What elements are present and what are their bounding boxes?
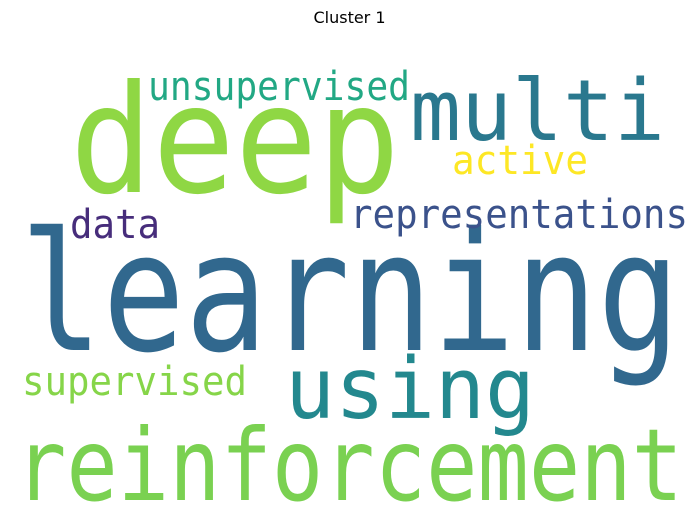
word-unsupervised: unsupervised bbox=[148, 64, 410, 110]
word-multi: multi bbox=[410, 62, 665, 161]
word-deep: deep bbox=[70, 54, 400, 228]
word-active: active bbox=[452, 138, 588, 184]
word-reinforcement: reinforcement bbox=[15, 407, 683, 524]
word-learning: learning bbox=[20, 197, 680, 389]
word-representations: representations bbox=[350, 192, 688, 238]
word-using: using bbox=[285, 340, 535, 439]
chart-title: Cluster 1 bbox=[313, 8, 386, 27]
word-data: data bbox=[70, 202, 160, 248]
word-supervised: supervised bbox=[22, 359, 247, 405]
